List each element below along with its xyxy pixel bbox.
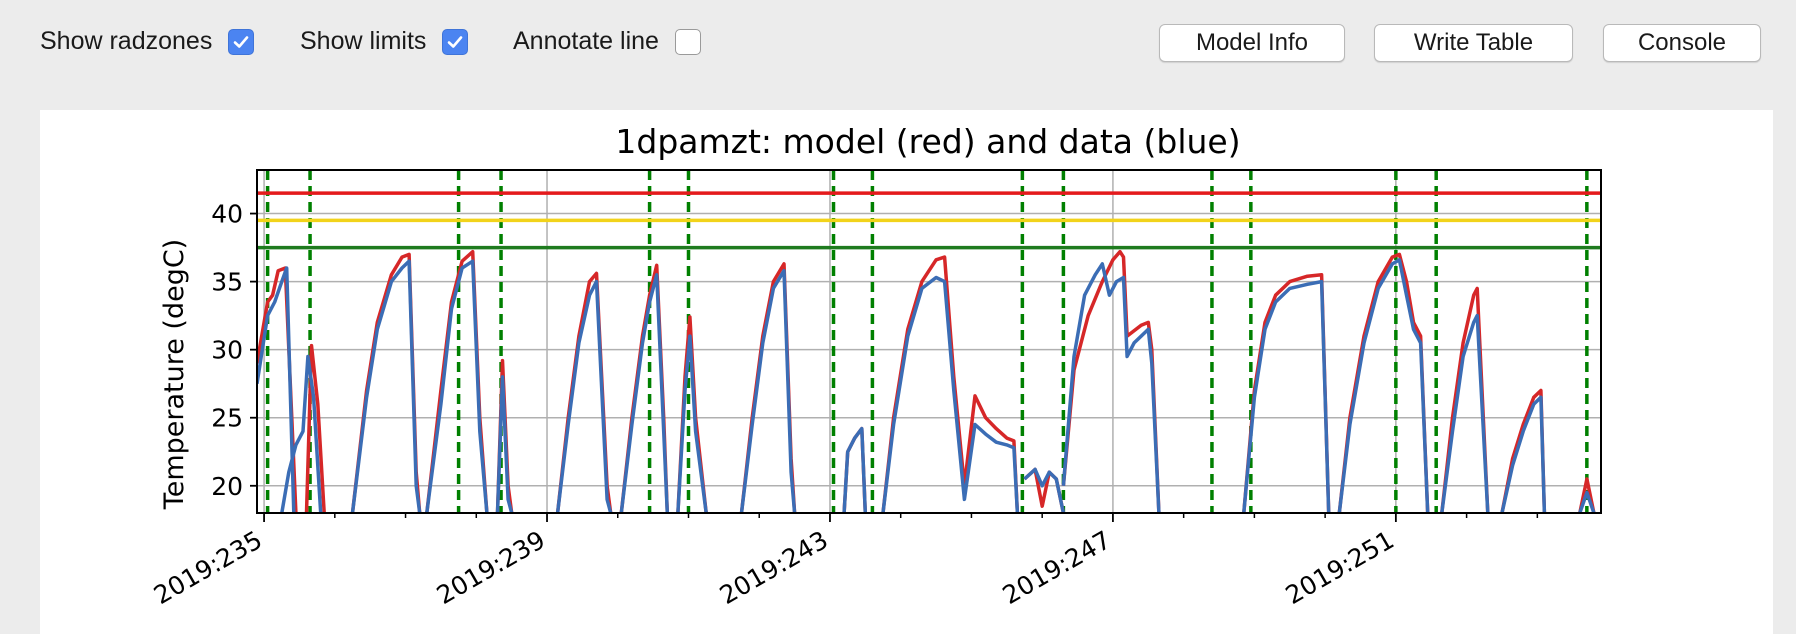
annotate-line-control[interactable]: Annotate line xyxy=(513,27,701,56)
data-series-line xyxy=(555,279,613,513)
data-series-line xyxy=(1061,262,1161,513)
data-series-line xyxy=(619,273,670,513)
data-series-line xyxy=(1440,313,1490,513)
data-series-line xyxy=(257,266,296,513)
plot-panel: 1dpamzt: model (red) and data (blue) Tem… xyxy=(40,110,1773,634)
plot-frame xyxy=(256,169,1602,514)
y-axis-label: Temperature (degC) xyxy=(159,239,190,510)
model-series-line xyxy=(1337,252,1430,513)
model-info-button[interactable]: Model Info xyxy=(1159,24,1345,62)
annotate-line-label: Annotate line xyxy=(513,27,659,55)
y-tick-label: 40 xyxy=(211,200,243,229)
y-tick-label: 30 xyxy=(211,336,243,365)
annotate-line-checkbox[interactable] xyxy=(674,28,701,55)
data-series-line xyxy=(425,259,489,513)
model-series-line xyxy=(1061,249,1161,513)
x-tick-label: 2019:235 xyxy=(149,525,267,610)
data-series-line xyxy=(842,426,868,513)
x-tick-label: 2019:243 xyxy=(715,525,833,610)
console-button[interactable]: Console xyxy=(1603,24,1761,62)
show-radzones-checkbox[interactable] xyxy=(228,28,255,55)
series-lines xyxy=(257,249,1596,513)
show-limits-control[interactable]: Show limits xyxy=(300,27,469,56)
show-limits-label: Show limits xyxy=(300,27,427,55)
chart-title: 1dpamzt: model (red) and data (blue) xyxy=(615,122,1240,161)
temperature-chart: 1dpamzt: model (red) and data (blue) Tem… xyxy=(149,122,1602,610)
data-series-line xyxy=(1500,395,1547,513)
data-series-line xyxy=(1023,467,1066,513)
data-series-line xyxy=(881,275,1020,513)
data-series-line xyxy=(1578,490,1596,513)
data-series-line xyxy=(676,334,708,513)
data-series-line xyxy=(280,354,323,513)
show-radzones-control[interactable]: Show radzones xyxy=(40,27,255,56)
x-tick-label: 2019:239 xyxy=(432,525,550,610)
limit-lines xyxy=(257,191,1601,250)
show-limits-checkbox[interactable] xyxy=(442,28,469,55)
y-tick-label: 35 xyxy=(211,268,243,297)
data-series-line xyxy=(495,375,514,513)
radzone-lines xyxy=(265,170,1589,513)
write-table-button[interactable]: Write Table xyxy=(1374,24,1573,62)
model-series-line xyxy=(304,343,326,513)
data-series-line xyxy=(1337,258,1430,513)
y-tick-label: 25 xyxy=(211,404,243,433)
show-radzones-label: Show radzones xyxy=(40,27,213,55)
toolbar: Show radzones Show limits Annotate line … xyxy=(0,0,1796,86)
model-series-line xyxy=(881,255,1020,513)
data-series-line xyxy=(1242,279,1331,513)
y-tick-label: 20 xyxy=(211,472,243,501)
data-series-line xyxy=(350,259,422,513)
data-series-line xyxy=(739,268,797,513)
checkmark-icon xyxy=(234,35,249,48)
model-series-line xyxy=(1500,388,1547,513)
x-tick-label: 2019:251 xyxy=(1281,525,1399,610)
checkmark-icon xyxy=(448,35,463,48)
x-tick-label: 2019:247 xyxy=(998,525,1116,610)
